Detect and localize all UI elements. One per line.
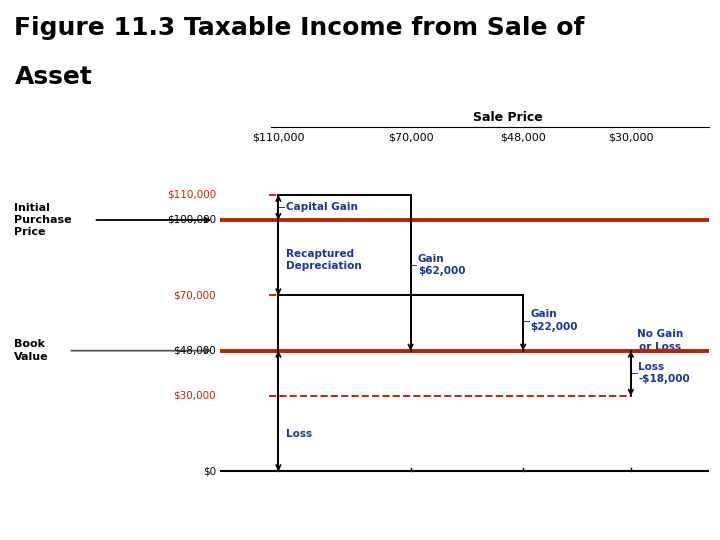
Text: $48,000: $48,000 bbox=[500, 132, 546, 143]
Text: Capital Gain: Capital Gain bbox=[286, 202, 358, 212]
Text: $110,000: $110,000 bbox=[252, 132, 305, 143]
Text: $0: $0 bbox=[203, 467, 216, 476]
Text: Sale Price: Sale Price bbox=[473, 111, 543, 124]
Text: Book
Value: Book Value bbox=[14, 340, 49, 362]
Text: $48,000: $48,000 bbox=[174, 346, 216, 356]
Text: Loss
-$18,000: Loss -$18,000 bbox=[638, 362, 690, 384]
Text: Gain
$62,000: Gain $62,000 bbox=[418, 254, 465, 276]
Text: Recaptured
Depreciation: Recaptured Depreciation bbox=[286, 249, 361, 272]
Text: Asset: Asset bbox=[14, 65, 92, 89]
Text: $110,000: $110,000 bbox=[167, 190, 216, 200]
Text: Figure 11.3 Taxable Income from Sale of: Figure 11.3 Taxable Income from Sale of bbox=[14, 16, 585, 40]
Text: $70,000: $70,000 bbox=[388, 132, 433, 143]
Text: No Gain
or Loss: No Gain or Loss bbox=[637, 329, 683, 352]
Text: Gain
$22,000: Gain $22,000 bbox=[531, 309, 578, 332]
Text: $100,000: $100,000 bbox=[167, 215, 216, 225]
Text: 11-21: 11-21 bbox=[683, 521, 709, 530]
Text: Loss: Loss bbox=[286, 429, 312, 438]
Text: Copyright ©2015 Pearson Education, Inc. All rights reserved.: Copyright ©2015 Pearson Education, Inc. … bbox=[11, 521, 287, 530]
Text: $30,000: $30,000 bbox=[174, 391, 216, 401]
Text: Initial
Purchase
Price: Initial Purchase Price bbox=[14, 202, 72, 238]
Text: $70,000: $70,000 bbox=[174, 291, 216, 300]
Text: $30,000: $30,000 bbox=[608, 132, 654, 143]
